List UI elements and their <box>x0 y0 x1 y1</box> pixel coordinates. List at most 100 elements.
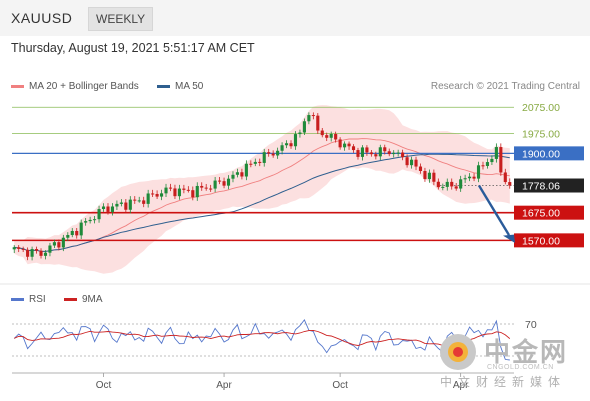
candle-body <box>284 143 289 146</box>
candle <box>414 156 418 171</box>
candle-body <box>445 181 449 187</box>
candle <box>155 190 159 200</box>
candle-body <box>17 247 21 249</box>
candle <box>57 239 61 251</box>
candle <box>307 112 311 125</box>
candle <box>70 228 74 238</box>
candle <box>97 205 101 223</box>
candle-body <box>258 161 262 163</box>
rsi-9ma-line <box>14 329 511 346</box>
watermark-domain: CNGOLD.COM.CN <box>487 364 554 371</box>
candle-body <box>155 193 159 197</box>
candle <box>276 147 280 159</box>
candle <box>311 112 315 120</box>
candle-body <box>356 150 360 157</box>
candle-body <box>387 151 391 155</box>
candle <box>351 144 356 153</box>
candle <box>235 168 240 178</box>
candle <box>383 144 387 155</box>
candle-body <box>499 147 503 173</box>
candle <box>195 182 199 201</box>
level-tag-bg-4 <box>514 205 584 220</box>
candle-body <box>195 185 199 198</box>
forecast-arrow-line <box>477 184 511 236</box>
legend-swatch-9ma <box>64 297 77 301</box>
x-tick-label-1: Apr <box>216 380 232 391</box>
candle <box>320 128 324 138</box>
candle-body <box>97 209 101 220</box>
candle <box>213 176 217 193</box>
candle <box>258 158 262 167</box>
candle-body <box>204 187 208 189</box>
candle-body <box>311 115 315 117</box>
candle-body <box>110 206 115 212</box>
top-bar: XAUUSD WEEKLY <box>0 0 590 36</box>
candle-body <box>70 230 74 236</box>
candle-body <box>39 250 43 256</box>
candle <box>177 184 181 200</box>
candle-body <box>26 249 30 257</box>
forecast-arrow-head <box>503 234 515 243</box>
candle-body <box>307 115 311 122</box>
candle <box>164 183 168 197</box>
level-label-4: 1675.00 <box>522 208 560 220</box>
candle <box>106 203 110 215</box>
candle <box>481 161 485 170</box>
candle-body <box>200 185 204 188</box>
candle-body <box>137 200 141 202</box>
candle-body <box>57 242 61 248</box>
level-tag-bg-3 <box>514 178 584 193</box>
candle <box>52 239 56 249</box>
candle <box>374 151 378 160</box>
rsi-level-label: 70 <box>525 319 537 331</box>
candle-body <box>222 181 226 186</box>
candle-body <box>441 186 445 188</box>
legend-label-9ma: 9MA <box>82 294 103 305</box>
candle-body <box>418 166 423 172</box>
candle-body <box>298 132 302 135</box>
candle <box>173 184 177 199</box>
candle-body <box>271 153 275 156</box>
candle-body <box>405 157 409 166</box>
level-tag-bg-5 <box>514 233 584 248</box>
candle <box>369 149 373 157</box>
candle <box>209 184 213 192</box>
candle <box>43 250 48 260</box>
candle <box>182 184 186 194</box>
candle <box>508 178 512 189</box>
candle-body <box>75 230 79 236</box>
candle-body <box>235 172 240 175</box>
candle <box>124 199 128 213</box>
candle-body <box>316 115 320 131</box>
candle <box>405 154 409 168</box>
candle <box>418 163 423 174</box>
timeframe-button[interactable]: WEEKLY <box>88 7 154 31</box>
candle-body <box>209 188 213 190</box>
candle-body <box>490 158 494 163</box>
candle <box>128 196 132 214</box>
candle <box>21 246 25 253</box>
candle <box>280 142 284 155</box>
candle-body <box>115 203 119 207</box>
level-label-1: 1975.00 <box>522 129 560 141</box>
candle-body <box>106 206 110 212</box>
legend-ma20-bollinger: MA 20 + Bollinger Bands <box>11 81 139 92</box>
candle <box>159 189 164 201</box>
candle <box>325 132 329 142</box>
candle-body <box>30 249 34 257</box>
candle <box>356 147 360 160</box>
candle-body <box>34 249 39 251</box>
level-label-5: 1570.00 <box>522 235 560 247</box>
candle-body <box>459 179 463 189</box>
candle <box>204 183 208 191</box>
level-label-3: 1778.06 <box>522 181 560 193</box>
bollinger-band <box>14 105 510 274</box>
candle-body <box>66 235 70 238</box>
candle <box>39 248 43 259</box>
candle <box>298 129 302 138</box>
candle-body <box>494 147 498 159</box>
candle <box>472 173 476 182</box>
candle-body <box>485 162 490 166</box>
candle <box>423 167 427 182</box>
